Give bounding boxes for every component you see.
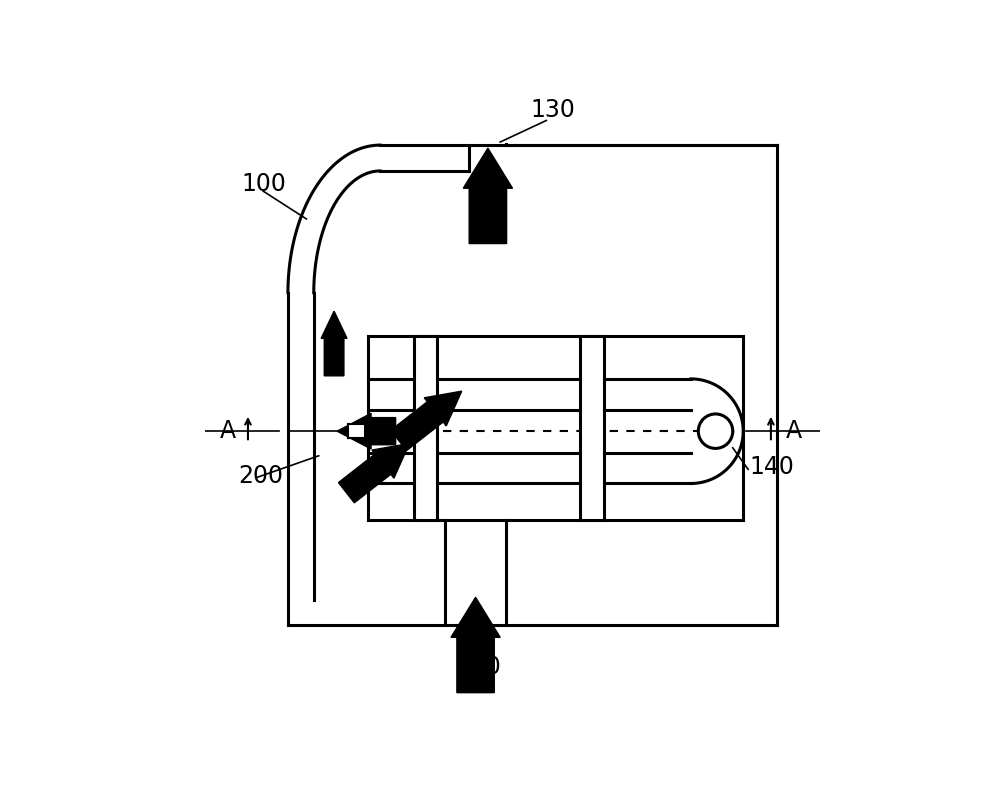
Text: 140: 140 [749,455,794,479]
Bar [348,424,365,438]
Polygon shape [338,443,409,503]
Text: 130: 130 [530,98,575,122]
Text: 100: 100 [242,173,287,197]
Polygon shape [321,311,347,376]
Polygon shape [391,392,462,451]
Polygon shape [337,413,396,449]
Text: 120: 120 [456,655,501,679]
Bar [580,336,604,520]
Text: 200: 200 [239,464,284,488]
Text: A: A [220,419,236,443]
Polygon shape [451,598,500,693]
Text: A: A [786,419,802,443]
Bar [414,336,437,520]
Polygon shape [463,148,512,244]
Circle shape [698,414,733,448]
